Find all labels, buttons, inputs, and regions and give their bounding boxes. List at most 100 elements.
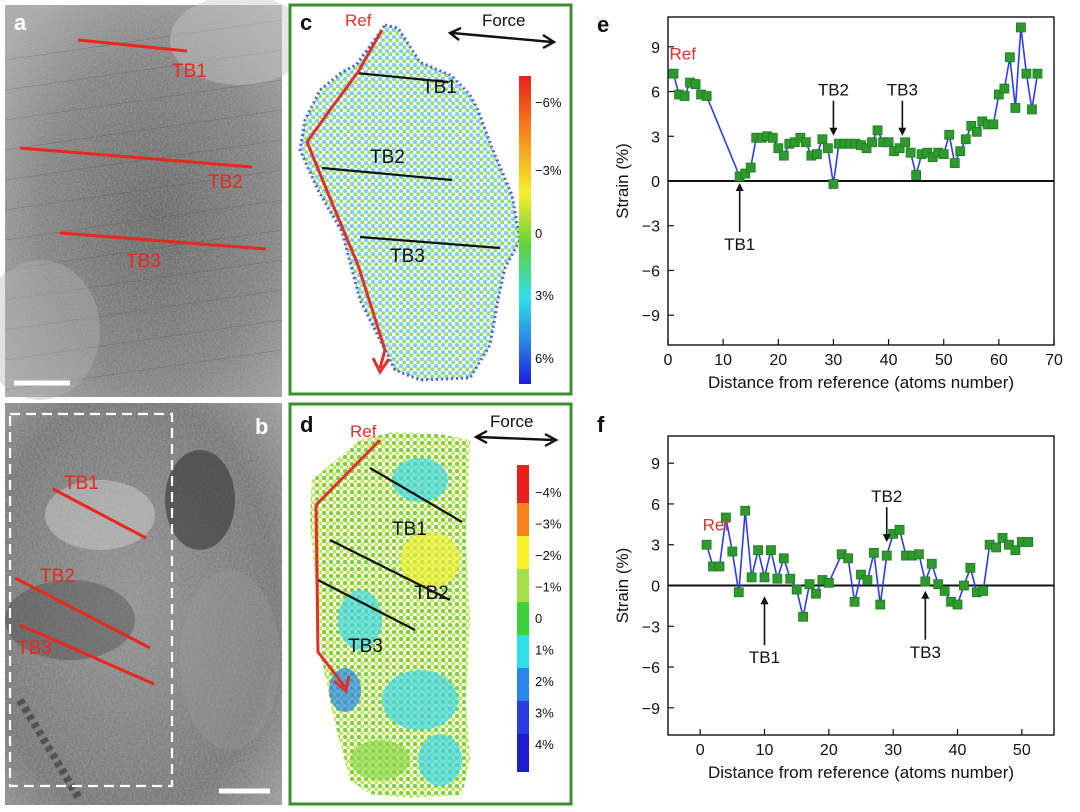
tb1-line-c	[355, 71, 449, 84]
tb-annotation-label: TB2	[871, 487, 902, 506]
data-point	[875, 599, 886, 610]
data-point	[1004, 539, 1014, 550]
data-point	[914, 549, 924, 560]
tb2-label-c: TB2	[370, 147, 405, 168]
dashed-roi-box	[8, 412, 174, 788]
data-point	[952, 599, 963, 610]
data-point	[740, 168, 751, 179]
colorbar-d	[517, 465, 529, 772]
data-point	[978, 586, 989, 596]
colorbar-d-tick: −2%	[535, 548, 562, 563]
x-tick-label: 40	[949, 742, 967, 759]
data-point	[767, 132, 778, 143]
data-point	[773, 143, 784, 154]
data-point	[701, 539, 712, 550]
tb-annotation-arrowhead	[735, 183, 744, 192]
panel-c: Ref Force TB1 TB2 TB3 −6% −3% 0 3% 6% c	[288, 3, 573, 396]
panel-label-b: b	[255, 414, 268, 439]
colorbar-c-tick: 6%	[535, 351, 554, 366]
data-point	[938, 149, 949, 160]
data-point	[740, 505, 751, 516]
data-point	[965, 562, 976, 573]
y-tick-label: 9	[651, 456, 660, 473]
data-point	[971, 126, 982, 137]
tb3-line-b	[19, 623, 155, 686]
force-arrow-c	[451, 31, 553, 44]
data-point	[828, 179, 839, 189]
strain-map-c	[300, 25, 520, 380]
y-tick-label: 3	[651, 129, 660, 146]
data-point	[690, 79, 701, 89]
data-point	[905, 147, 916, 158]
data-point	[1004, 52, 1015, 63]
tb1-line-a	[77, 38, 188, 53]
data-point	[1010, 545, 1021, 556]
tb1-line-b	[52, 487, 147, 540]
x-axis-title: Distance from reference (atoms number)	[708, 763, 1014, 782]
data-point	[894, 524, 905, 535]
y-tick-label: 3	[651, 538, 660, 555]
data-point	[881, 550, 892, 561]
data-point	[1027, 104, 1037, 115]
data-point	[817, 134, 828, 145]
data-point	[867, 137, 877, 148]
y-tick-label: −3	[642, 619, 660, 636]
y-tick-label: 9	[651, 40, 660, 57]
data-point	[727, 546, 738, 557]
colorbar-d-tick: −3%	[535, 517, 562, 532]
panel-label-d: d	[300, 412, 313, 437]
data-point	[883, 137, 894, 148]
data-point	[811, 588, 821, 599]
y-tick-label: −9	[642, 308, 660, 325]
panel-label-f: f	[597, 412, 605, 437]
ref-label-c: Ref	[345, 11, 372, 30]
data-point	[759, 572, 770, 583]
data-point	[999, 83, 1010, 94]
x-tick-label: 50	[935, 352, 953, 369]
x-tick-label: 60	[990, 352, 1008, 369]
x-tick-label: 0	[696, 742, 705, 759]
tb2-label-b: TB2	[40, 566, 75, 587]
tb3-line-d	[317, 579, 416, 631]
x-tick-label: 20	[769, 352, 787, 369]
data-point	[900, 137, 911, 148]
data-point	[993, 89, 1004, 100]
data-point	[933, 579, 944, 590]
colorbar-d-tick: 4%	[535, 737, 554, 752]
x-tick-label: 10	[714, 352, 732, 369]
data-point	[679, 91, 690, 101]
ref-label: Ref	[670, 45, 697, 64]
panel-d: Ref Force TB1 TB2 TB3 −4% −3% −2% −1% 0 1% 2% 3…	[288, 402, 573, 806]
data-point	[772, 573, 783, 584]
data-point	[745, 162, 756, 173]
tb1-label-a: TB1	[172, 61, 207, 82]
data-point	[778, 150, 789, 161]
tb-annotation-arrowhead	[760, 596, 769, 605]
colorbar-c	[519, 76, 531, 384]
tb3-label-d: TB3	[348, 636, 383, 657]
tb2-label-a: TB2	[208, 172, 243, 193]
force-arrow-d	[477, 435, 554, 442]
panel-label-c: c	[300, 10, 312, 35]
tb-annotation-arrowhead	[829, 127, 838, 136]
colorbar-c-tick: −3%	[535, 163, 562, 178]
x-tick-label: 30	[884, 742, 902, 759]
data-point	[701, 91, 712, 101]
tb3-label-b: TB3	[17, 638, 52, 659]
tb3-line-a	[59, 231, 267, 251]
tb-annotation-label: TB1	[724, 235, 755, 254]
panel-label-e: e	[597, 12, 609, 37]
data-point	[988, 119, 999, 130]
data-point	[800, 137, 811, 148]
colorbar-c-tick: 3%	[535, 288, 554, 303]
tb-annotation-arrowhead	[898, 127, 907, 136]
tb1-label-c: TB1	[422, 77, 457, 98]
tb-annotation-label: TB2	[818, 81, 849, 100]
data-point	[926, 558, 937, 569]
y-tick-label: −3	[642, 219, 660, 236]
data-point	[823, 143, 833, 154]
panel-a: TB1 TB2 TB3 a	[0, 0, 310, 400]
colorbar-d-tick: 3%	[535, 706, 554, 721]
tb2-line-c	[321, 166, 453, 182]
